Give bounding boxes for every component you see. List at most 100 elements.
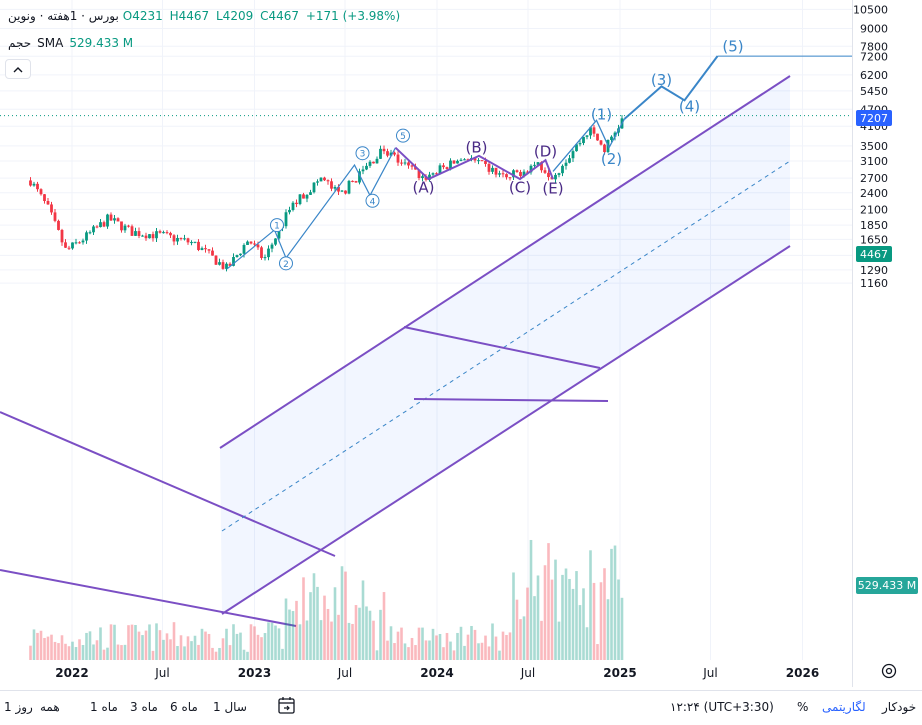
- volume-bar: [459, 626, 463, 660]
- collapse-legend-button[interactable]: [5, 59, 31, 79]
- volume-bar: [151, 650, 155, 660]
- timezone-button[interactable]: ۱۲:۲۴ (UTC+3:30): [670, 700, 774, 714]
- candle-body: [155, 231, 158, 239]
- candle-body: [39, 189, 43, 195]
- volume-label: حجم: [8, 36, 32, 50]
- volume-bar: [225, 628, 228, 660]
- range-5d-button[interactable]: همه: [40, 700, 60, 714]
- candle-body: [183, 238, 186, 240]
- log-scale-toggle[interactable]: لگاریتمی: [822, 700, 866, 714]
- volume-bar: [536, 575, 540, 660]
- candle-body: [85, 232, 88, 241]
- volume-bar: [571, 588, 575, 660]
- candle-body: [526, 171, 529, 173]
- range-1y-button[interactable]: 1 سال: [213, 700, 247, 714]
- candle-body: [368, 161, 372, 166]
- price-tick-label: 2100: [860, 203, 888, 216]
- candle-body: [298, 194, 302, 205]
- candle-body: [232, 256, 235, 266]
- volume-bar: [585, 627, 589, 660]
- candle-body: [148, 234, 151, 239]
- volume-bar: [344, 571, 347, 660]
- candle-body: [263, 257, 267, 259]
- volume-bar: [267, 622, 270, 660]
- candle-body: [585, 135, 589, 137]
- candle-body: [379, 148, 382, 159]
- auto-scale-toggle[interactable]: خودکار: [882, 700, 917, 714]
- candle-body: [172, 235, 176, 242]
- change-value: +171 (+3.98%): [305, 9, 401, 23]
- volume-bar: [620, 597, 624, 660]
- volume-bar: [221, 638, 225, 660]
- volume-bar: [452, 650, 456, 660]
- volume-bar: [596, 644, 599, 660]
- candle-body: [207, 249, 211, 251]
- candle-body: [106, 214, 109, 227]
- volume-bar: [337, 614, 340, 660]
- volume-bar: [316, 586, 319, 660]
- calendar-range-button[interactable]: [276, 695, 298, 715]
- candle-body: [88, 232, 92, 234]
- volume-bar: [298, 624, 302, 660]
- volume-bar: [67, 646, 71, 660]
- volume-bar: [323, 595, 326, 660]
- wave-label-text: 2: [283, 260, 289, 270]
- volume-bar: [340, 566, 344, 660]
- candle-body: [221, 262, 225, 269]
- volume-bar: [358, 607, 361, 660]
- volume-bar: [606, 599, 610, 660]
- symbol-name[interactable]: بورس · 1هفته · ونوین: [8, 9, 119, 23]
- time-tick-label: 2026: [786, 666, 819, 680]
- candle-body: [249, 241, 253, 244]
- gear-icon[interactable]: [880, 662, 898, 680]
- volume-legend[interactable]: حجم SMA 529.433 M: [8, 36, 133, 50]
- candle-body: [319, 177, 323, 182]
- volume-bar: [190, 641, 193, 660]
- candle-body: [176, 237, 179, 242]
- wave-label-circle: [355, 146, 370, 161]
- volume-bar: [158, 630, 162, 660]
- candle-body: [46, 200, 50, 205]
- candle-body: [347, 180, 351, 194]
- time-tick-label: Jul: [337, 666, 352, 680]
- open-value: O4231: [122, 9, 163, 23]
- channel-midline: [221, 160, 791, 532]
- volume-bar: [417, 627, 421, 660]
- candle-body: [81, 240, 85, 243]
- candle-body: [277, 228, 281, 239]
- candle-body: [421, 176, 424, 179]
- range-3m-button[interactable]: 3 ماه: [130, 700, 158, 714]
- candle-body: [529, 165, 533, 173]
- price-tick-label: 5450: [860, 85, 888, 98]
- candle-body: [564, 162, 568, 166]
- percent-toggle[interactable]: %: [797, 700, 809, 714]
- range-6m-button[interactable]: 6 ماه: [170, 700, 198, 714]
- candle-body: [109, 214, 113, 221]
- wave-label-text: (1): [591, 106, 612, 124]
- chart-canvas[interactable]: 1050090007800720062005450470041003500310…: [0, 0, 922, 690]
- candle-body: [204, 248, 207, 250]
- volume-bar: [102, 649, 106, 660]
- candle-body: [291, 202, 295, 210]
- candle-body: [239, 253, 242, 256]
- candle-body: [557, 173, 561, 175]
- volume-bar: [74, 647, 78, 660]
- candle-body: [312, 182, 316, 193]
- volume-bar: [456, 632, 459, 660]
- price-tick-label: 1850: [860, 219, 888, 232]
- candle-body: [435, 173, 438, 175]
- volume-sma-label: SMA: [37, 36, 64, 50]
- volume-bar: [165, 633, 169, 660]
- time-tick-label: 2022: [55, 666, 88, 680]
- volume-bar: [144, 630, 148, 660]
- candle-body: [561, 165, 564, 174]
- range-1d-button[interactable]: 1 روز: [4, 700, 33, 714]
- range-1m-button[interactable]: 1 ماه: [90, 700, 118, 714]
- volume-bar: [435, 635, 438, 660]
- volume-bar: [176, 646, 179, 660]
- volume-bar: [372, 620, 375, 660]
- volume-bar: [484, 635, 487, 660]
- volume-bar: [414, 645, 417, 660]
- volume-bar: [333, 587, 337, 660]
- candle-body: [123, 225, 127, 231]
